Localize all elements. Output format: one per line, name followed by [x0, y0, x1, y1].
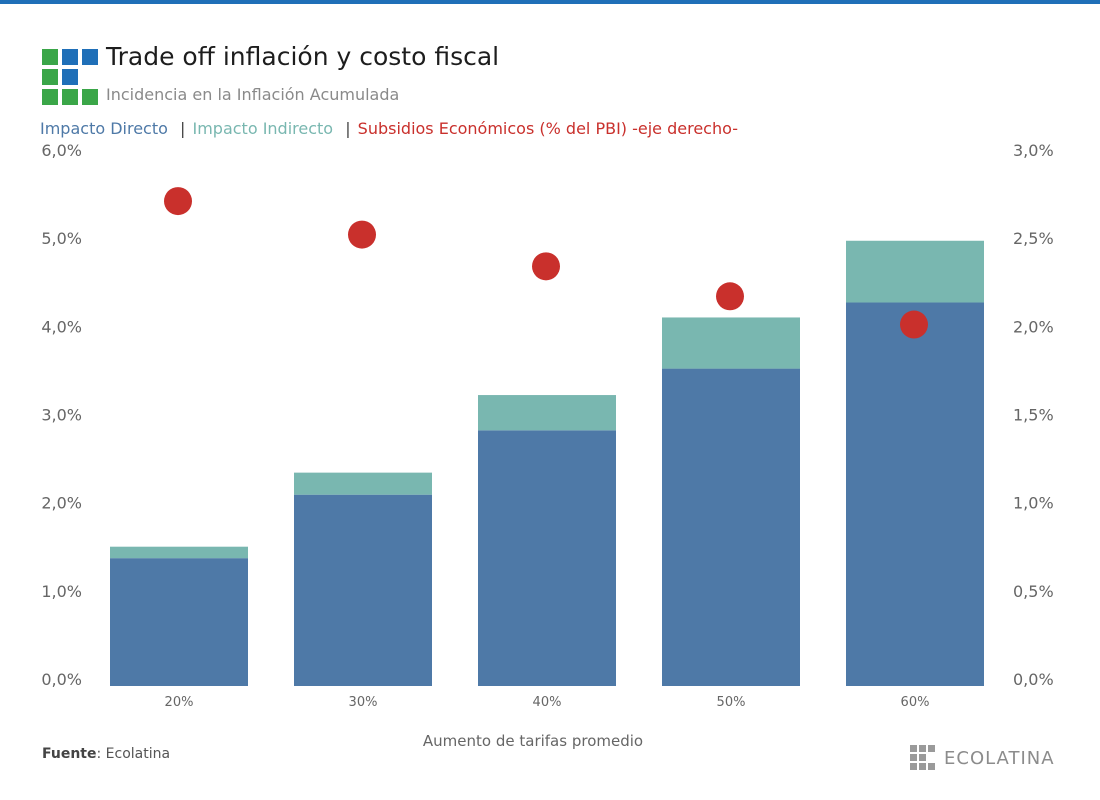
legend-item-impacto-indirecto: Impacto Indirecto [192, 119, 334, 138]
y-axis-tick-label: 6,0% [41, 141, 82, 160]
bar-impacto-indirecto [662, 317, 800, 369]
source-value: : Ecolatina [96, 746, 171, 762]
source-note: Fuente: Ecolatina [42, 746, 170, 762]
y-axis-tick-label: 3,0% [41, 406, 82, 425]
y2-axis-tick-label: 0,5% [1013, 582, 1054, 601]
subsidio-point [532, 252, 560, 281]
y-axis-tick-label: 1,0% [41, 582, 82, 601]
x-axis-tick-label: 20% [165, 695, 194, 710]
footer-logo-square [910, 745, 917, 752]
subsidio-point [348, 220, 376, 249]
logo-square [62, 69, 78, 85]
footer-logo-square [919, 763, 926, 770]
footer-logo-square [910, 763, 917, 770]
footer-logo-square [919, 754, 926, 761]
legend: Impacto Directo | Impacto Indirecto | Su… [40, 119, 738, 138]
logo-square [62, 89, 78, 105]
logo-square [42, 69, 58, 85]
brand-footer: ECOLATINA [910, 744, 1055, 772]
subsidio-point [900, 310, 928, 339]
bar-impacto-indirecto [110, 546, 248, 559]
footer-logo-square [910, 754, 917, 761]
chart-subtitle: Incidencia en la Inflación Acumulada [106, 85, 400, 104]
chart-title: Trade off inflación y costo fiscal [106, 42, 500, 71]
logo-square [82, 89, 98, 105]
y-axis-tick-label: 2,0% [41, 494, 82, 513]
bar-impacto-directo [294, 494, 432, 686]
y2-axis-tick-label: 2,0% [1013, 317, 1054, 336]
y2-axis-tick-label: 0,0% [1013, 670, 1054, 689]
footer-logo-square [928, 745, 935, 752]
subsidio-point [716, 282, 744, 311]
logo-square [62, 49, 78, 65]
x-axis-tick-label: 50% [717, 695, 746, 710]
y2-axis-tick-label: 3,0% [1013, 141, 1054, 160]
bar-impacto-directo [662, 368, 800, 686]
bar-impacto-indirecto [294, 472, 432, 495]
top-accent-bar [0, 0, 1100, 4]
ecolatina-footer-logo-icon [910, 745, 935, 770]
brand-name: ECOLATINA [944, 747, 1055, 769]
legend-separator: | [180, 119, 186, 138]
x-axis-tick-label: 60% [901, 695, 930, 710]
bar-impacto-directo [846, 302, 984, 686]
bar-impacto-indirecto [846, 240, 984, 303]
logo-square [42, 89, 58, 105]
legend-item-impacto-directo: Impacto Directo [40, 119, 168, 138]
x-axis-tick-label: 40% [533, 695, 562, 710]
y-axis-tick-label: 5,0% [41, 229, 82, 248]
y2-axis-tick-label: 2,5% [1013, 229, 1054, 248]
ecolatina-grid-logo-icon [42, 49, 98, 105]
x-axis-tick-label: 30% [349, 695, 378, 710]
subsidio-point [164, 187, 192, 216]
bar-impacto-directo [110, 558, 248, 686]
source-label: Fuente [42, 746, 97, 762]
logo-square [82, 49, 98, 65]
legend-item-subsidios: Subsidios Económicos (% del PBI) -eje de… [357, 119, 738, 138]
logo-square [42, 49, 58, 65]
y-axis-tick-label: 4,0% [41, 317, 82, 336]
y2-axis-tick-label: 1,0% [1013, 494, 1054, 513]
legend-separator: | [345, 119, 351, 138]
y2-axis-tick-label: 1,5% [1013, 406, 1054, 425]
footer-logo-square [928, 763, 935, 770]
bar-impacto-directo [478, 430, 616, 686]
x-axis-title: Aumento de tarifas promedio [422, 732, 644, 750]
footer-logo-square [919, 745, 926, 752]
bar-impacto-indirecto [478, 395, 616, 431]
y-axis-tick-label: 0,0% [41, 670, 82, 689]
